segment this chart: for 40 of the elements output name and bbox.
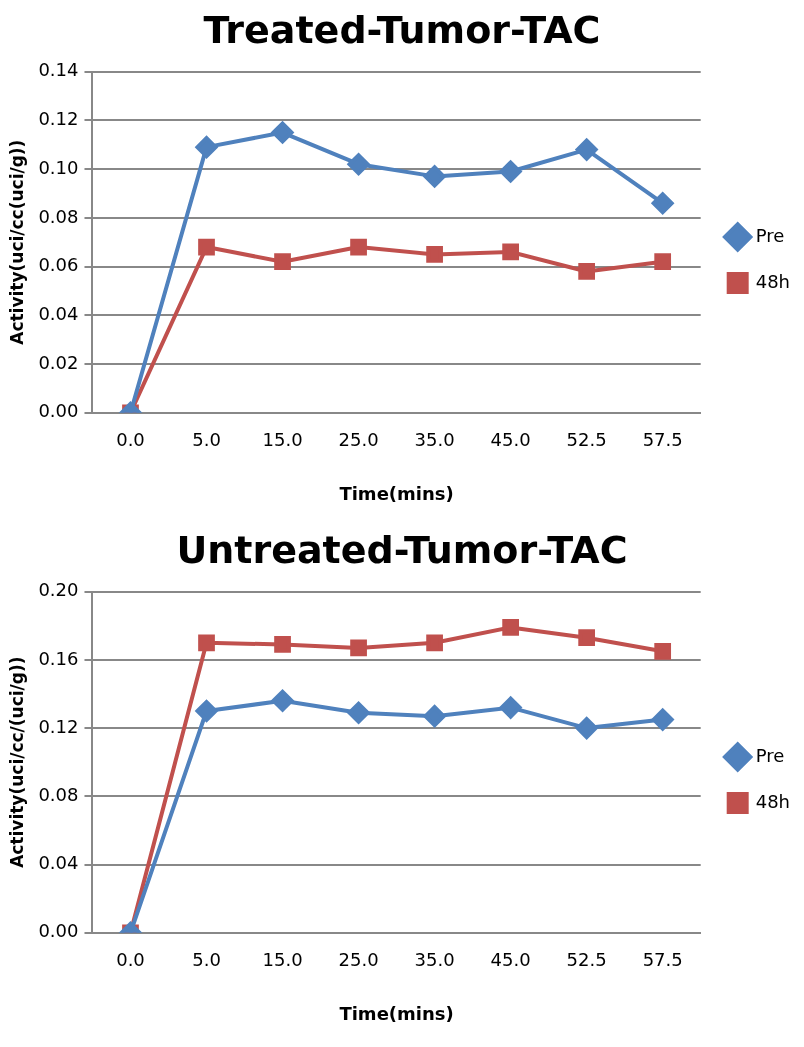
x-tick-label: 15.0 <box>262 429 303 451</box>
y-axis-title: Activity(uci/cc(uci/g)) <box>6 139 27 345</box>
x-tick-label: 0.0 <box>116 949 145 971</box>
y-tick-label: 0.12 <box>38 108 79 130</box>
x-tick-label: 35.0 <box>414 949 455 971</box>
x-tick-label: 25.0 <box>338 429 379 451</box>
x-tick-label: 52.5 <box>566 949 607 971</box>
x-tick-label: 57.5 <box>642 429 683 451</box>
x-tick-label: 57.5 <box>642 949 683 971</box>
x-tick-label: 0.0 <box>116 429 145 451</box>
y-tick-label: 0.20 <box>38 579 79 601</box>
y-tick-label: 0.06 <box>38 254 79 276</box>
y-tick-label: 0.04 <box>38 302 79 324</box>
x-tick-label: 52.5 <box>566 429 607 451</box>
y-tick-label: 0.10 <box>38 156 79 178</box>
y-tick-label: 0.08 <box>38 205 79 227</box>
x-tick-label: 35.0 <box>414 429 455 451</box>
x-tick-label: 5.0 <box>192 949 221 971</box>
x-tick-label: 15.0 <box>262 949 303 971</box>
x-tick-label: 25.0 <box>338 949 379 971</box>
legend-label: Pre <box>755 744 785 766</box>
x-axis-title: Time(mins) <box>339 482 454 504</box>
y-tick-label: 0.00 <box>38 400 79 422</box>
y-tick-label: 0.16 <box>38 647 79 669</box>
chart-title: Treated-Tumor-TAC <box>203 7 601 52</box>
legend-label: 48h <box>755 790 790 812</box>
chart-title: Untreated-Tumor-TAC <box>176 527 628 572</box>
x-tick-label: 45.0 <box>490 949 531 971</box>
x-tick-label: 5.0 <box>192 429 221 451</box>
y-tick-label: 0.02 <box>38 351 79 373</box>
y-tick-label: 0.00 <box>38 920 79 942</box>
y-tick-label: 0.12 <box>38 715 79 737</box>
x-tick-label: 45.0 <box>490 429 531 451</box>
x-axis-title: Time(mins) <box>339 1002 454 1024</box>
legend-label: Pre <box>755 224 785 246</box>
y-tick-label: 0.14 <box>38 59 79 81</box>
y-axis-title: Activity(uci/cc/(uci/g)) <box>6 656 27 868</box>
y-tick-label: 0.08 <box>38 783 79 805</box>
legend-label: 48h <box>755 270 790 292</box>
y-tick-label: 0.04 <box>38 852 79 874</box>
